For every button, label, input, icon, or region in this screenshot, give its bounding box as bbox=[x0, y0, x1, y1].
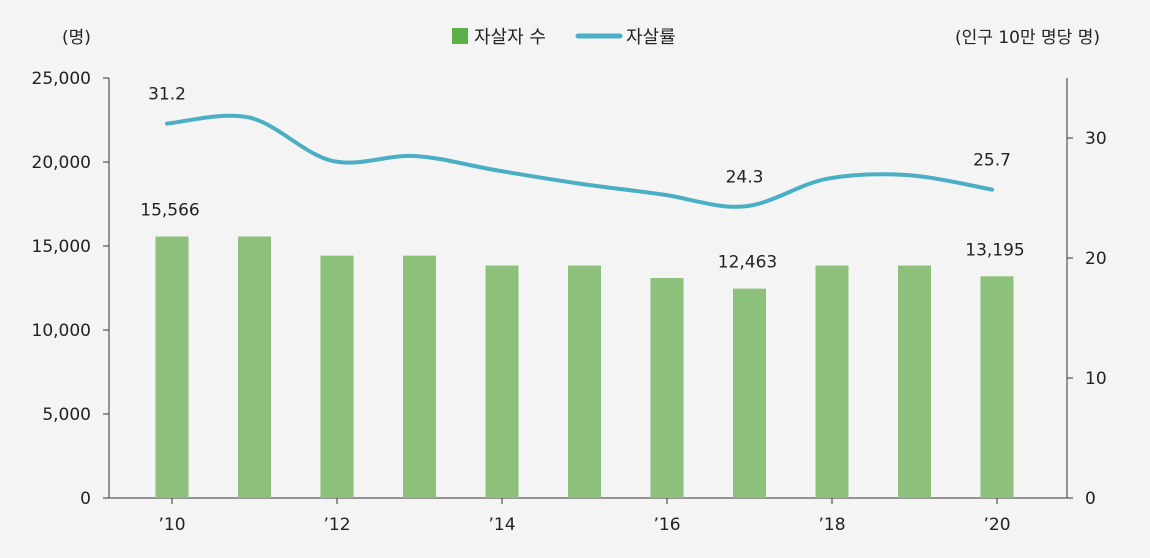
legend: 자살자 수 자살률 bbox=[452, 27, 676, 48]
left-tick-label: 20,000 bbox=[32, 153, 91, 173]
right-tick-label: 0 bbox=[1085, 489, 1096, 509]
right-tick-label: 20 bbox=[1085, 249, 1107, 269]
line-series bbox=[165, 113, 994, 209]
left-tick-label: 0 bbox=[80, 489, 91, 509]
legend-bar-swatch bbox=[452, 28, 468, 44]
x-tick-label: ’12 bbox=[323, 515, 350, 535]
bar bbox=[403, 255, 436, 498]
line-value-label: 24.3 bbox=[726, 167, 764, 187]
legend-line-label: 자살률 bbox=[626, 27, 676, 48]
bar bbox=[815, 265, 849, 498]
x-tick-label: ’20 bbox=[983, 515, 1010, 535]
x-tick-label: ’18 bbox=[818, 515, 845, 535]
bar-value-label: 12,463 bbox=[718, 253, 777, 273]
bar-value-label: 15,566 bbox=[140, 200, 199, 220]
data-labels: 15,566 12,463 13,195 31.2 24.3 25.7 bbox=[140, 85, 1024, 273]
right-tick-label: 30 bbox=[1085, 129, 1107, 149]
x-tick-label: ’16 bbox=[653, 515, 680, 535]
bar-value-label: 13,195 bbox=[965, 240, 1024, 260]
left-tick-label: 10,000 bbox=[32, 321, 91, 341]
bar bbox=[238, 236, 271, 498]
bar bbox=[320, 255, 354, 498]
bar bbox=[485, 265, 519, 498]
left-axis-ticks: 0 5,000 10,000 15,000 20,000 25,000 bbox=[32, 69, 109, 509]
right-axis-unit: (인구 10만 명당 명) bbox=[955, 28, 1100, 48]
right-tick-label: 10 bbox=[1085, 369, 1107, 389]
line-value-label: 31.2 bbox=[148, 85, 186, 105]
line-value-label: 25.7 bbox=[973, 151, 1011, 171]
bar bbox=[650, 278, 684, 498]
left-tick-label: 25,000 bbox=[32, 69, 91, 89]
x-tick-label: ’10 bbox=[158, 515, 185, 535]
left-tick-label: 15,000 bbox=[32, 237, 91, 257]
bar bbox=[980, 276, 1014, 498]
x-axis-ticks: ’10 ’12 ’14 ’16 ’18 ’20 bbox=[158, 498, 1011, 535]
right-axis-ticks: 0 10 20 30 bbox=[1067, 129, 1107, 509]
left-axis-unit: (명) bbox=[62, 28, 91, 48]
bar bbox=[568, 265, 601, 498]
left-tick-label: 5,000 bbox=[42, 405, 91, 425]
bar bbox=[733, 288, 766, 498]
bar bbox=[898, 265, 931, 498]
rate-line bbox=[165, 113, 994, 209]
x-tick-label: ’14 bbox=[488, 515, 515, 535]
bar-series bbox=[155, 236, 1014, 498]
legend-bar-label: 자살자 수 bbox=[474, 27, 546, 48]
bar bbox=[155, 236, 189, 498]
